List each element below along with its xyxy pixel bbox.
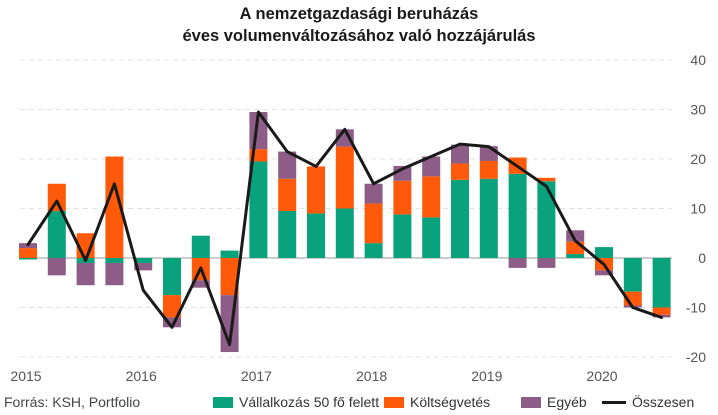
bar-segment-0 [364, 243, 383, 258]
chart-title-line-1: A nemzetgazdasági beruházás [239, 5, 479, 23]
bar-segment-2 [47, 258, 66, 276]
bar-segment-1 [422, 176, 441, 218]
chart-title-line-2: éves volumenváltozásához való hozzájárul… [182, 27, 536, 45]
x-tick-label: 2016 [126, 368, 157, 384]
bar-segment-2 [508, 258, 527, 268]
bar-segment-0 [220, 250, 239, 258]
total-line [26, 110, 664, 347]
bar-segment-0 [249, 161, 268, 258]
x-tick-label: 2018 [356, 368, 387, 384]
x-tick-label: 2017 [241, 368, 272, 384]
bar-segment-0 [479, 178, 498, 258]
bar-segment-1 [47, 183, 66, 211]
bar-segment-1 [393, 180, 412, 215]
bar-segment-0 [451, 179, 469, 258]
legend-label-egyeb: Egyéb [547, 394, 587, 410]
bar-segment-1 [220, 258, 239, 296]
bar-segment-1 [479, 160, 498, 179]
bar-segment-1 [566, 241, 585, 255]
bar-segment-1 [364, 203, 383, 244]
bar-segment-0 [393, 214, 412, 258]
bar-segment-0 [335, 208, 354, 258]
x-axis: 2015 2016 2017 2018 2019 2020 [10, 368, 617, 384]
bar-segment-0 [191, 235, 210, 258]
y-tick-label: -10 [686, 300, 706, 316]
bar-segment-1 [652, 307, 671, 315]
legend-swatch-egyeb [521, 396, 541, 408]
bar-segment-0 [537, 181, 556, 258]
bar-segment-0 [595, 247, 613, 258]
bar-segment-2 [422, 156, 441, 177]
bar-segment-0 [652, 258, 671, 308]
bar-segment-0 [623, 258, 642, 292]
source-note: Forrás: KSH, Portfolio [4, 394, 141, 410]
bar-segment-2 [163, 317, 181, 328]
legend-item-osszesen: Összesen [602, 394, 694, 410]
x-tick-label: 2019 [471, 368, 502, 384]
bar-segment-0 [422, 217, 441, 258]
bar-segment-2 [76, 262, 95, 286]
y-tick-label: 30 [690, 102, 706, 118]
legend-label-koltsegvetes: Költségvetés [410, 394, 491, 410]
bar-segment-1 [335, 146, 354, 209]
legend-label-osszesen: Összesen [632, 394, 695, 410]
bar-segment-1 [105, 156, 124, 258]
y-axis: -20 -10 0 10 20 30 40 [686, 52, 706, 365]
bar-segment-1 [307, 166, 325, 214]
bar-segment-1 [163, 295, 181, 318]
legend-item-egyeb: Egyéb [521, 394, 587, 410]
bar-segment-2 [134, 262, 153, 271]
bar-segment-2 [105, 262, 124, 286]
bar-segment-0 [19, 258, 37, 260]
bar-segment-0 [163, 258, 181, 296]
legend-item-vallalkozas: Vállalkozás 50 fő felett [213, 394, 379, 410]
y-tick-label: 0 [698, 250, 706, 266]
bar-segment-2 [278, 151, 297, 179]
chart-title: A nemzetgazdasági beruházás éves volumen… [0, 3, 718, 47]
legend-item-koltsegvetes: Költségvetés [384, 394, 490, 410]
bar-segment-2 [451, 144, 469, 164]
bars [19, 111, 671, 353]
bar-segment-0 [134, 258, 153, 263]
bar-segment-1 [19, 248, 37, 258]
bar-segment-0 [307, 213, 325, 258]
bar-segment-2 [595, 270, 613, 276]
bar-segment-1 [278, 178, 297, 211]
bar-segment-1 [537, 177, 556, 182]
bar-segment-2 [364, 183, 383, 204]
y-tick-label: 10 [690, 201, 706, 217]
legend-swatch-koltsegvetes [384, 396, 404, 408]
y-tick-label: 20 [690, 151, 706, 167]
y-tick-label: 40 [690, 52, 706, 68]
gridlines [20, 59, 672, 358]
bar-segment-1 [451, 163, 469, 180]
bar-segment-0 [47, 210, 66, 258]
bar-segment-2 [537, 258, 556, 268]
y-tick-label: -20 [686, 349, 706, 365]
bar-segment-2 [191, 280, 210, 288]
x-tick-label: 2020 [586, 368, 617, 384]
bar-segment-0 [566, 254, 585, 258]
legend-swatch-osszesen [602, 400, 626, 404]
bar-segment-0 [278, 210, 297, 258]
legend-swatch-vallalkozas [213, 396, 233, 408]
legend-label-vallalkozas: Vállalkozás 50 fő felett [239, 394, 380, 410]
x-tick-label: 2015 [10, 368, 41, 384]
bar-segment-0 [105, 258, 124, 263]
bar-segment-2 [566, 230, 585, 242]
bar-segment-0 [508, 173, 527, 258]
total-series-line [26, 110, 664, 347]
